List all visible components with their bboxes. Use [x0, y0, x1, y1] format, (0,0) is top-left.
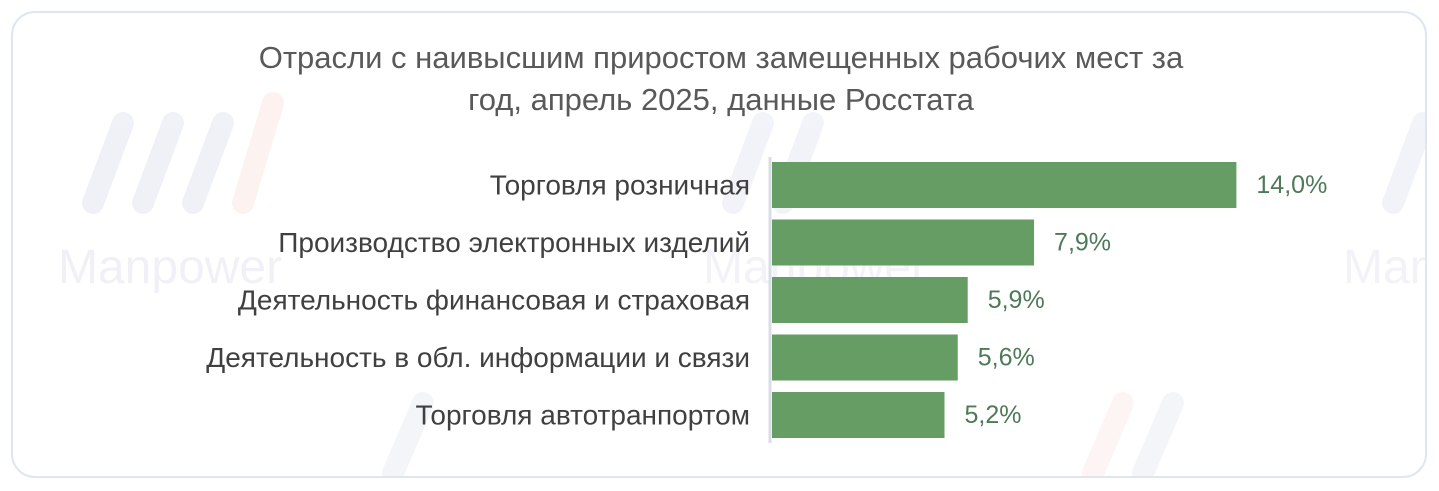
value-label-2: 5,9% — [988, 286, 1045, 314]
bar-0 — [772, 162, 1237, 208]
bar-2 — [772, 277, 968, 323]
chart-title: Отрасли с наивысшим приростом замещенных… — [13, 37, 1425, 121]
bars-group: Торговля розничная 14,0% Производство элек… — [206, 162, 1327, 438]
bar-1 — [772, 219, 1035, 266]
value-label-1: 7,9% — [1054, 229, 1111, 257]
chart-title-line-2: год, апрель 2025, данные Росстата — [468, 82, 974, 117]
value-label-3: 5,6% — [978, 344, 1035, 372]
value-label-0: 14,0% — [1256, 171, 1327, 199]
bar-4 — [772, 392, 945, 438]
chart-title-line-1: Отрасли с наивысшим приростом замещенных… — [258, 40, 1184, 75]
category-label-4: Торговля автотранпортом — [416, 400, 751, 431]
category-label-0: Торговля розничная — [490, 170, 750, 201]
category-label-1: Производство электронных изделий — [278, 227, 750, 258]
category-label-2: Деятельность финансовая и страховая — [238, 285, 750, 316]
chart-card: Manpower Manpower Manpower Отрасли с наи… — [11, 11, 1427, 478]
value-label-4: 5,2% — [964, 401, 1021, 429]
bar-3 — [772, 334, 958, 381]
category-label-3: Деятельность в обл. информации и связи — [206, 342, 750, 373]
bar-chart: Торговля розничная 14,0% Производство элек… — [206, 157, 1327, 443]
